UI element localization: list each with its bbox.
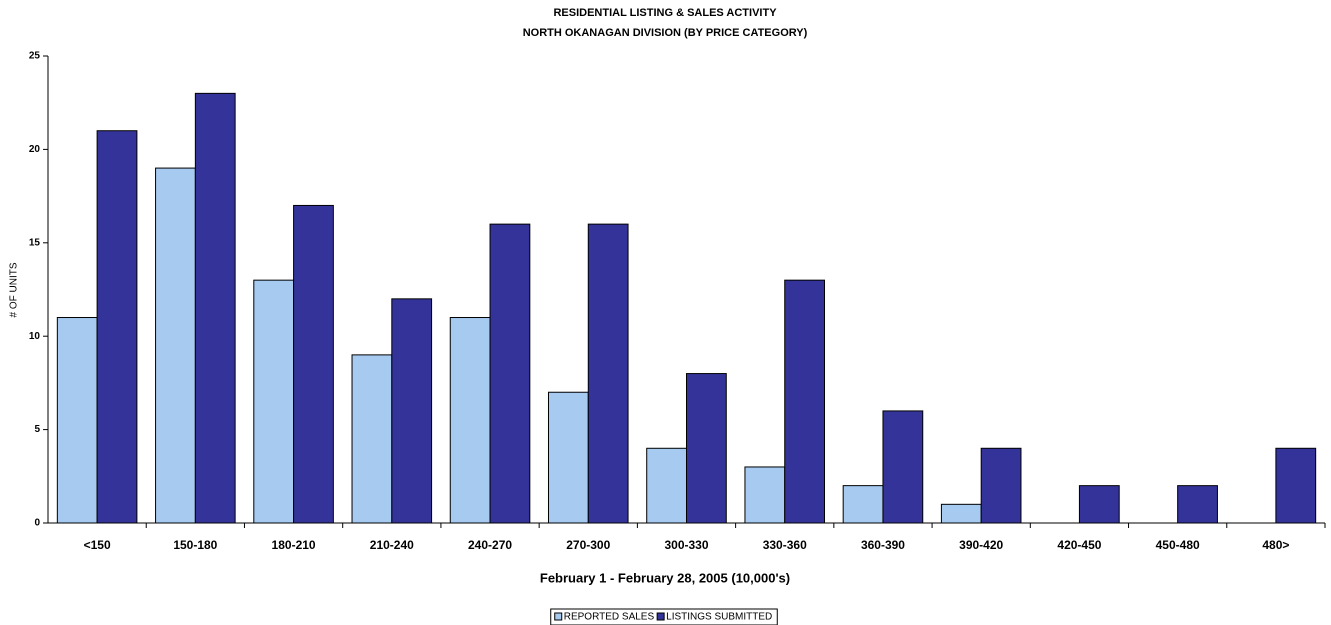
x-tick-label: 180-210 <box>272 538 316 552</box>
bar <box>96 130 138 524</box>
bar <box>155 167 196 524</box>
chart-title: RESIDENTIAL LISTING & SALES ACTIVITY <box>553 7 777 19</box>
bar <box>391 298 433 524</box>
x-tick-label: <150 <box>84 538 111 552</box>
x-tick-label: 450-480 <box>1156 538 1200 552</box>
bar <box>194 92 236 524</box>
y-tick-label: 0 <box>34 518 40 529</box>
chart-subtitle: NORTH OKANAGAN DIVISION (BY PRICE CATEGO… <box>523 27 808 39</box>
bar <box>1275 447 1317 524</box>
bar <box>686 373 727 524</box>
x-tick-label: 210-240 <box>370 538 414 552</box>
y-tick-label: 10 <box>29 331 41 342</box>
bar <box>489 223 531 524</box>
x-axis-title: February 1 - February 28, 2005 (10,000's… <box>540 570 790 585</box>
bar <box>842 485 884 524</box>
legend-swatch <box>554 612 563 621</box>
x-tick-label: 390-420 <box>959 538 1003 552</box>
bar <box>980 447 1022 524</box>
bar <box>784 279 826 524</box>
bar <box>744 466 786 524</box>
bar <box>351 354 393 524</box>
legend-swatch <box>656 612 665 621</box>
bar <box>940 503 982 524</box>
y-axis-title: # OF UNITS <box>9 262 20 317</box>
bar <box>253 279 295 524</box>
x-tick-label: 330-360 <box>763 538 807 552</box>
x-tick-label: 300-330 <box>664 538 708 552</box>
bar <box>1177 485 1218 524</box>
x-tick-label: 240-270 <box>468 538 512 552</box>
bar <box>587 223 629 524</box>
x-tick-label: 270-300 <box>566 538 610 552</box>
y-tick-label: 25 <box>29 51 41 62</box>
bar <box>1078 485 1120 524</box>
y-tick-label: 5 <box>34 424 40 435</box>
bar <box>882 410 924 524</box>
y-tick-label: 15 <box>29 237 41 248</box>
bar <box>56 317 98 524</box>
legend-label: LISTINGS SUBMITTED <box>666 612 772 623</box>
bar <box>646 447 688 524</box>
x-tick-label: 360-390 <box>861 538 905 552</box>
bar <box>293 204 334 524</box>
x-tick-label: 480> <box>1262 538 1289 552</box>
y-tick-label: 20 <box>29 144 41 155</box>
legend-label: REPORTED SALES <box>564 612 655 623</box>
bar <box>547 391 589 524</box>
bar <box>449 317 491 524</box>
x-tick-label: 150-180 <box>173 538 217 552</box>
x-tick-label: 420-450 <box>1057 538 1101 552</box>
